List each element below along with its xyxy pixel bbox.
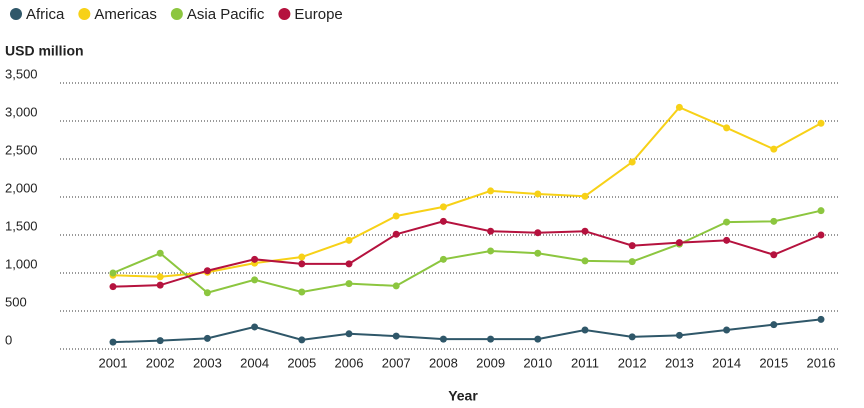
data-point <box>628 258 636 266</box>
data-point <box>392 332 400 340</box>
data-point <box>487 227 495 235</box>
data-point <box>675 239 683 247</box>
data-point <box>723 236 731 244</box>
data-point <box>581 326 589 334</box>
data-point <box>203 267 211 275</box>
data-point <box>392 282 400 290</box>
data-point <box>156 337 164 345</box>
data-point <box>723 124 731 132</box>
legend-marker <box>278 8 291 20</box>
data-point <box>817 315 825 323</box>
data-point <box>487 335 495 343</box>
x-tick-label: 2013 <box>665 355 694 370</box>
data-point <box>251 255 259 263</box>
data-point <box>345 280 353 288</box>
y-tick-label: 2,500 <box>5 142 38 157</box>
data-point <box>392 212 400 220</box>
data-point <box>581 227 589 235</box>
data-point <box>298 253 306 261</box>
data-point <box>723 218 731 226</box>
data-point <box>770 251 778 259</box>
data-point <box>251 323 259 331</box>
data-point <box>203 289 211 297</box>
x-tick-label: 2006 <box>335 355 364 370</box>
data-point <box>534 335 542 343</box>
x-tick-label: 2008 <box>429 355 458 370</box>
series-line <box>112 106 822 278</box>
series-line <box>112 318 822 344</box>
data-point <box>628 333 636 341</box>
legend-marker <box>78 8 91 20</box>
data-point <box>770 145 778 153</box>
data-point <box>581 257 589 265</box>
data-point <box>439 255 447 263</box>
legend-marker <box>10 8 22 20</box>
data-point <box>345 260 353 268</box>
data-point <box>439 217 447 225</box>
data-point <box>345 330 353 338</box>
legend-marker <box>170 8 183 20</box>
y-tick-label: 1,500 <box>5 218 38 233</box>
data-point <box>487 187 495 195</box>
data-point <box>628 242 636 250</box>
data-point <box>156 273 164 281</box>
x-tick-label: 2003 <box>193 355 222 370</box>
series-line <box>112 209 822 294</box>
data-point <box>109 338 117 346</box>
x-tick-label: 2001 <box>99 355 128 370</box>
data-point <box>628 158 636 166</box>
x-tick-label: 2012 <box>618 355 647 370</box>
y-tick-label: 500 <box>5 294 27 309</box>
data-point <box>392 230 400 238</box>
series-line <box>112 220 822 288</box>
x-tick-label: 2016 <box>807 355 836 370</box>
data-point <box>298 260 306 268</box>
x-tick-label: 2015 <box>759 355 788 370</box>
data-point <box>251 276 259 284</box>
data-point <box>581 192 589 200</box>
legend-label: Americas <box>94 6 157 23</box>
data-point <box>723 326 731 334</box>
data-point <box>298 288 306 296</box>
data-point <box>156 249 164 257</box>
legend-label: Asia Pacific <box>187 6 265 23</box>
data-point <box>156 281 164 289</box>
data-point <box>203 334 211 342</box>
x-tick-label: 2010 <box>523 355 552 370</box>
y-tick-label: 3,000 <box>5 104 38 119</box>
data-point <box>534 249 542 257</box>
data-point <box>109 283 117 291</box>
data-point <box>534 229 542 237</box>
data-point <box>534 190 542 198</box>
x-tick-label: 2014 <box>712 355 741 370</box>
data-point <box>345 236 353 244</box>
data-point <box>770 321 778 329</box>
data-point <box>439 335 447 343</box>
data-point <box>817 207 825 215</box>
legend-label: Europe <box>294 6 342 23</box>
x-tick-label: 2009 <box>476 355 505 370</box>
data-point <box>675 331 683 339</box>
data-point <box>817 119 825 127</box>
x-tick-label: 2002 <box>146 355 175 370</box>
data-point <box>439 203 447 211</box>
y-tick-label: 0 <box>5 332 12 347</box>
y-axis-label: USD million <box>5 43 84 59</box>
data-point <box>487 247 495 255</box>
x-tick-label: 2011 <box>571 355 599 370</box>
x-tick-label: 2007 <box>382 355 411 370</box>
y-tick-label: 1,000 <box>5 256 38 271</box>
x-tick-label: 2005 <box>287 355 316 370</box>
data-point <box>109 269 117 277</box>
y-tick-label: 2,000 <box>5 180 38 195</box>
data-point <box>675 103 683 111</box>
data-point <box>817 231 825 239</box>
legend-label: Africa <box>26 6 65 23</box>
x-tick-label: 2004 <box>240 355 269 370</box>
data-point <box>770 217 778 225</box>
data-point <box>298 336 306 344</box>
x-axis-label: Year <box>448 388 478 404</box>
y-tick-label: 3,500 <box>5 66 38 81</box>
